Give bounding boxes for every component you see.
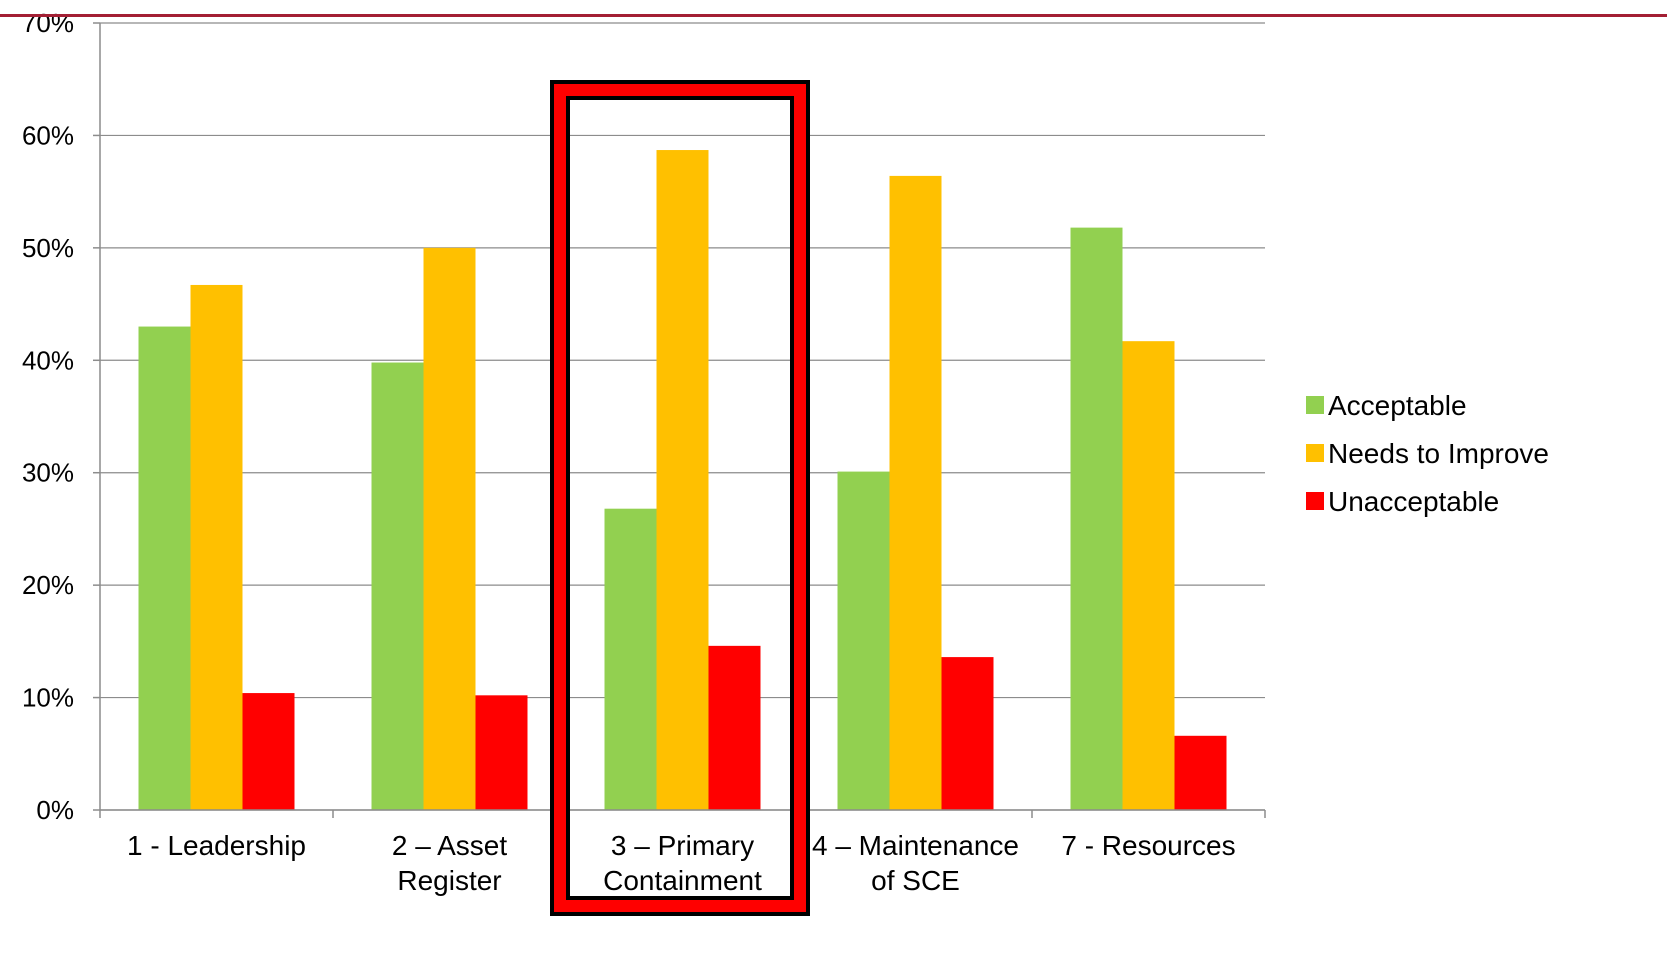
bar-needs-to-improve — [889, 175, 942, 811]
y-tick-label: 20% — [22, 570, 74, 600]
bar-acceptable — [604, 508, 657, 810]
legend-swatch — [1306, 444, 1324, 462]
bar-unacceptable — [475, 695, 528, 810]
y-tick-label: 40% — [22, 345, 74, 375]
bar-acceptable — [1070, 227, 1123, 810]
bar-unacceptable — [1174, 735, 1227, 810]
x-category-label: 3 – Primary Containment — [603, 830, 762, 896]
legend: Acceptable Needs to Improve Unacceptable — [1306, 390, 1549, 517]
y-tick-label: 30% — [22, 458, 74, 488]
legend-swatch — [1306, 492, 1324, 510]
y-tick-label: 10% — [22, 683, 74, 713]
accent-line — [0, 14, 1667, 17]
y-tick-label: 0% — [36, 795, 74, 825]
y-axis-tick-labels: 0% 10% 20% 30% 40% 50% 60% 70% — [22, 8, 74, 825]
x-category-label: 7 - Resources — [1061, 830, 1235, 861]
legend-label: Unacceptable — [1328, 486, 1499, 517]
bar-acceptable — [371, 362, 424, 810]
legend-swatch — [1306, 396, 1324, 414]
x-category-label: 2 – Asset Register — [392, 830, 507, 896]
y-tick-label: 50% — [22, 233, 74, 263]
y-tick-label: 60% — [22, 120, 74, 150]
highlight-box-outer-border — [550, 80, 810, 916]
x-category-label: 4 – Maintenance of SCE — [812, 830, 1019, 896]
bar-acceptable — [138, 326, 191, 810]
axes — [93, 22, 1266, 818]
x-axis-category-labels: 1 - Leadership 2 – Asset Register 3 – Prima… — [127, 830, 1236, 896]
bar-needs-to-improve — [656, 150, 709, 810]
highlight-box-inner-border — [566, 96, 794, 900]
bar-needs-to-improve — [1122, 341, 1175, 810]
bar-unacceptable — [242, 693, 295, 810]
bar-needs-to-improve — [190, 284, 243, 810]
top-accent-line — [0, 14, 1667, 17]
bar-needs-to-improve — [423, 247, 476, 810]
bar-unacceptable — [708, 645, 761, 810]
x-category-label: 1 - Leadership — [127, 830, 306, 861]
bar-unacceptable — [941, 657, 994, 810]
legend-label: Needs to Improve — [1328, 438, 1549, 469]
highlight-box-red-frame — [554, 84, 806, 912]
bar-series — [138, 150, 1227, 811]
y-tick-label: 70% — [22, 8, 74, 38]
legend-label: Acceptable — [1328, 390, 1467, 421]
highlight-box — [550, 80, 810, 916]
bar-acceptable — [837, 471, 890, 810]
